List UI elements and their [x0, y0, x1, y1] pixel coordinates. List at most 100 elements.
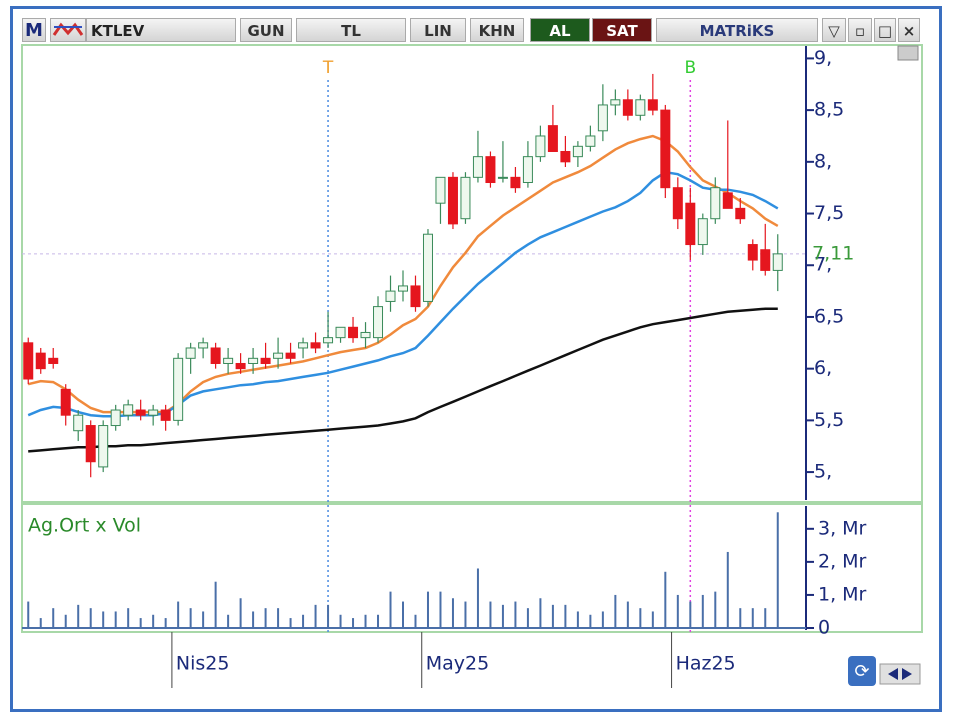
volume-bar — [701, 594, 704, 628]
volume-bar — [764, 608, 767, 628]
toolbar-button[interactable]: LIN — [410, 18, 466, 42]
candle-body — [510, 176, 521, 189]
volume-bar — [664, 571, 667, 628]
candle-body — [248, 357, 259, 364]
volume-bar — [526, 608, 529, 628]
toolbar-button[interactable]: TL — [296, 18, 406, 42]
volume-bar — [377, 614, 380, 628]
candle-body — [485, 156, 496, 184]
volume-bar — [589, 614, 592, 628]
candle-body — [123, 404, 134, 416]
y-tick-label: 7,5 — [814, 202, 844, 224]
x-tick-label: Haz25 — [676, 653, 736, 675]
volume-bar — [127, 608, 130, 628]
window-button[interactable]: × — [898, 18, 920, 42]
candle-body — [210, 347, 221, 364]
candle-body — [460, 176, 471, 220]
toolbar-button[interactable]: GUN — [240, 18, 292, 42]
logo[interactable]: M — [22, 18, 46, 42]
candle-body — [522, 156, 533, 184]
candle-body — [410, 285, 421, 308]
refresh-button[interactable] — [848, 656, 876, 686]
volume-bar — [277, 608, 280, 628]
candle-body — [622, 99, 633, 116]
candle-body — [173, 357, 184, 421]
volume-bar — [189, 608, 192, 628]
candle-body — [472, 156, 483, 178]
sell-button[interactable]: SAT — [592, 18, 652, 42]
volume-bar — [439, 591, 442, 628]
candle-body — [772, 253, 783, 271]
candle-body — [23, 342, 34, 380]
volume-bar — [352, 618, 355, 628]
symbol-icon[interactable] — [50, 18, 86, 42]
x-tick-label: May25 — [426, 653, 489, 675]
volume-bar — [464, 601, 467, 628]
candle-body — [148, 409, 159, 416]
candle-body — [597, 104, 608, 132]
candle-body — [335, 326, 346, 339]
x-tick-label: Nis25 — [176, 653, 230, 675]
candle-body — [360, 331, 371, 339]
candle-body — [185, 347, 196, 359]
volume-bar — [576, 611, 579, 628]
candle-body — [35, 352, 46, 370]
volume-bar — [689, 601, 692, 628]
volume-bar — [414, 614, 417, 628]
volume-title: Ag.Ort x Vol — [28, 515, 141, 537]
volume-bar — [714, 591, 717, 628]
candle-body — [373, 306, 384, 339]
volume-bar — [239, 598, 242, 628]
volume-bar — [339, 614, 342, 628]
volume-bar — [364, 614, 367, 628]
y-tick-label: 6, — [814, 357, 832, 379]
candle-body — [73, 414, 84, 432]
candle-body — [735, 207, 746, 220]
candle-body — [760, 249, 771, 271]
window-button[interactable]: ▫ — [848, 18, 872, 42]
volume-bar — [52, 608, 55, 628]
volume-bar — [551, 604, 554, 628]
candle-body — [697, 218, 708, 246]
candle-body — [672, 187, 683, 220]
candle-body — [385, 290, 396, 302]
volume-bar — [402, 601, 404, 628]
y-tick-label: 9, — [814, 47, 832, 69]
volume-bar — [314, 604, 317, 628]
candle-body — [160, 409, 171, 421]
buy-button[interactable]: AL — [530, 18, 590, 42]
volume-bar — [626, 601, 629, 628]
y-tick-label: 1, Mr — [818, 583, 867, 605]
volume-bar — [27, 601, 30, 628]
y-tick-label: 6,5 — [814, 305, 844, 327]
volume-bar — [264, 608, 267, 628]
window-button[interactable]: ▽ — [822, 18, 846, 42]
panel-button[interactable] — [897, 45, 919, 61]
candle-body — [635, 99, 646, 116]
volume-bar — [514, 601, 517, 628]
volume-bar — [564, 604, 567, 628]
volume-bar — [114, 611, 117, 628]
window-button[interactable]: □ — [874, 18, 896, 42]
volume-bar — [89, 608, 92, 628]
candle-body — [310, 342, 321, 349]
last-price-label: 7,11 — [812, 242, 854, 264]
symbol[interactable]: KTLEV — [86, 18, 236, 42]
signal-label: B — [684, 58, 696, 78]
brand[interactable]: MATRiKS — [656, 18, 818, 42]
scroll-arrows — [888, 668, 912, 680]
candle-body — [348, 326, 359, 339]
candle-body — [685, 202, 696, 246]
y-tick-label: 8,5 — [814, 99, 844, 121]
volume-bar — [601, 611, 604, 628]
y-tick-label: 5,5 — [814, 409, 844, 431]
toolbar-button[interactable]: KHN — [470, 18, 524, 42]
y-tick-label: 3, Mr — [818, 517, 867, 539]
scroll-buttons[interactable] — [879, 663, 921, 685]
candle-body — [660, 109, 671, 189]
volume-bar — [214, 581, 217, 628]
candle-body — [223, 357, 234, 364]
candle-body — [447, 176, 458, 225]
